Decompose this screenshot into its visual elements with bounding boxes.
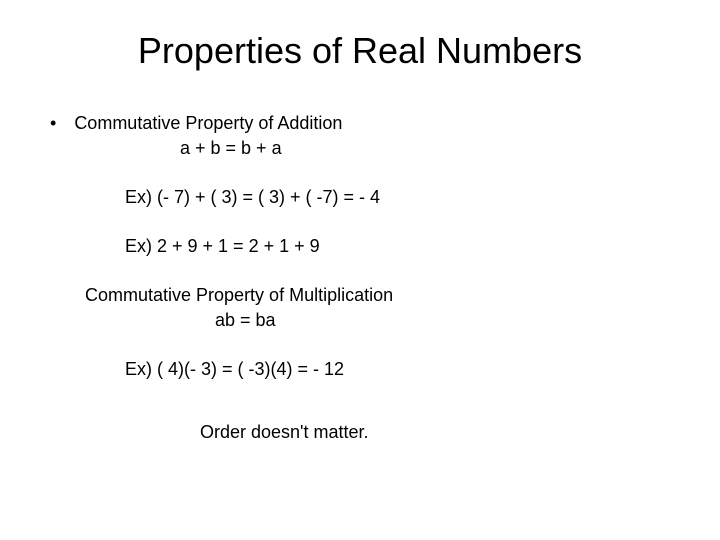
bullet-item: • Commutative Property of Addition: [50, 112, 680, 134]
property2-example1: Ex) ( 4)(- 3) = ( -3)(4) = - 12: [125, 359, 680, 380]
summary-text: Order doesn't matter.: [200, 422, 680, 443]
property1-example2: Ex) 2 + 9 + 1 = 2 + 1 + 9: [125, 236, 680, 257]
property1-formula: a + b = b + a: [180, 138, 680, 159]
property1-name: Commutative Property of Addition: [74, 112, 342, 134]
slide-title: Properties of Real Numbers: [40, 30, 680, 72]
slide-container: Properties of Real Numbers • Commutative…: [0, 0, 720, 473]
bullet-marker: •: [50, 112, 56, 134]
property1-example1: Ex) (- 7) + ( 3) = ( 3) + ( -7) = - 4: [125, 187, 680, 208]
property2-formula: ab = ba: [215, 310, 680, 331]
property2-name: Commutative Property of Multiplication: [85, 285, 680, 306]
